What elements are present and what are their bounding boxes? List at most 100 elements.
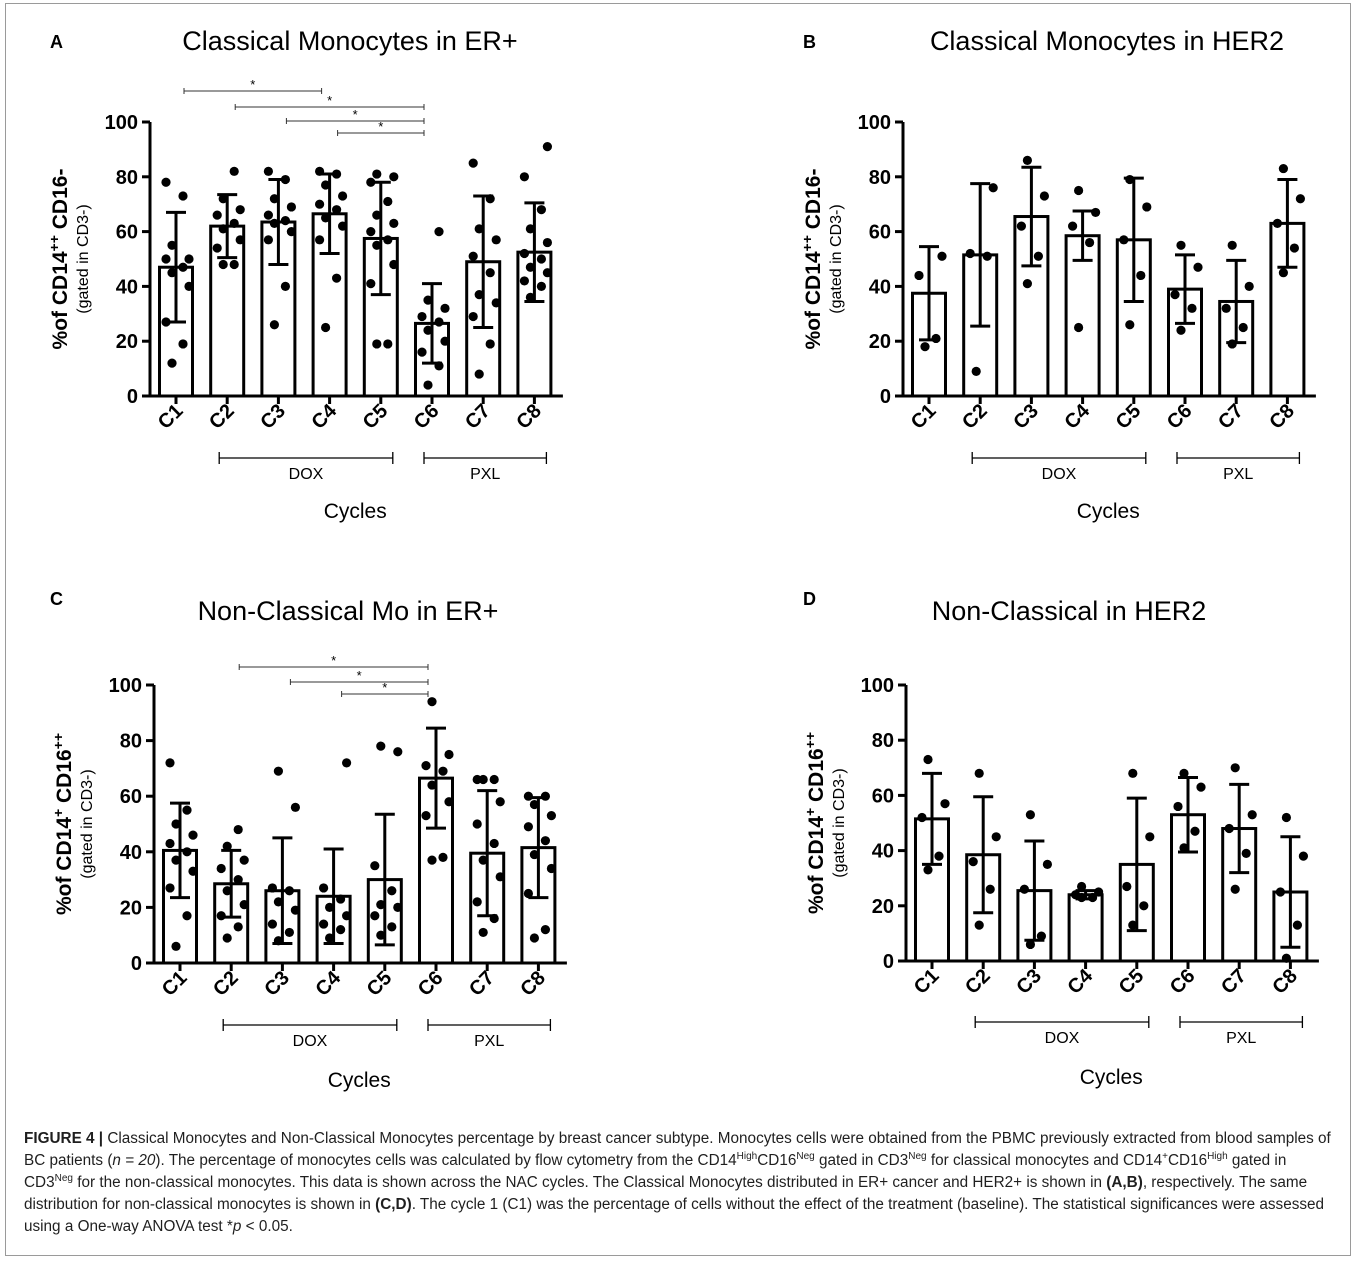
- data-point: [542, 237, 553, 248]
- data-point: [332, 205, 342, 215]
- data-point: [1088, 892, 1098, 903]
- data-point: [321, 213, 331, 223]
- data-point: [267, 919, 277, 929]
- data-point: [1281, 953, 1291, 963]
- x-tick-label: C1: [907, 400, 941, 434]
- data-point: [920, 342, 930, 352]
- y-axis-label-sup: +: [50, 809, 66, 817]
- significance-star: *: [250, 77, 255, 92]
- data-point: [167, 268, 177, 278]
- data-point: [540, 925, 551, 935]
- data-point: [1227, 240, 1237, 250]
- y-axis-label-text: %of CD14: [53, 817, 76, 915]
- x-tick-label: C1: [910, 965, 944, 999]
- data-point: [1187, 303, 1197, 313]
- data-point: [372, 169, 382, 179]
- x-tick-label: C3: [256, 400, 290, 434]
- data-point: [485, 194, 495, 204]
- y-tick-label: 100: [858, 112, 891, 134]
- y-tick-label: 0: [880, 386, 891, 408]
- data-point: [1074, 322, 1084, 333]
- data-point: [284, 886, 294, 896]
- data-point: [427, 780, 437, 790]
- caption-text: CD16: [1167, 1152, 1208, 1169]
- data-point: [971, 366, 981, 376]
- data-point: [290, 802, 300, 812]
- data-point: [315, 235, 325, 245]
- data-point: [212, 243, 222, 253]
- data-point: [1142, 202, 1152, 212]
- data-point: [336, 925, 346, 935]
- data-point: [269, 320, 279, 330]
- data-point: [434, 361, 444, 371]
- data-point: [444, 797, 454, 807]
- caption-text: for the non-classical monocytes. This da…: [72, 1174, 1107, 1191]
- data-point: [1278, 163, 1288, 174]
- data-point: [546, 863, 557, 874]
- y-tick-label: 20: [872, 896, 894, 918]
- data-point: [315, 199, 325, 209]
- caption-text: gated in CD3: [24, 1152, 1287, 1191]
- data-point: [1025, 810, 1035, 820]
- data-point: [393, 902, 403, 912]
- significance-star: *: [331, 653, 336, 668]
- data-point: [1016, 221, 1026, 231]
- data-point: [478, 927, 488, 938]
- data-point: [529, 933, 540, 943]
- caption-text: gated in CD3: [814, 1152, 909, 1169]
- data-point: [171, 941, 181, 951]
- chart-title: Classical Monocytes in ER+: [182, 26, 517, 56]
- data-point: [519, 172, 530, 182]
- data-point: [1094, 887, 1104, 897]
- data-point: [1221, 303, 1231, 313]
- data-point: [184, 281, 194, 291]
- group-label: PXL: [474, 1033, 504, 1050]
- data-point: [1176, 240, 1186, 250]
- data-point: [1025, 939, 1035, 950]
- data-point: [974, 768, 984, 778]
- data-point: [376, 741, 386, 751]
- x-tick-label: C4: [307, 399, 341, 433]
- data-point: [525, 224, 536, 234]
- data-point: [1281, 812, 1291, 823]
- data-point: [1039, 191, 1049, 201]
- data-point: [280, 174, 290, 185]
- data-point: [239, 855, 249, 865]
- group-label: DOX: [1042, 466, 1077, 483]
- data-point: [1022, 155, 1032, 165]
- data-point: [383, 339, 393, 349]
- y-axis-label-sup: ++: [799, 235, 815, 251]
- data-point: [991, 832, 1001, 842]
- chart-title: Classical Monocytes in HER2: [930, 26, 1284, 56]
- data-point: [1019, 884, 1029, 894]
- caption-label: FIGURE 4 |: [24, 1130, 104, 1147]
- y-tick-label: 100: [109, 675, 142, 697]
- y-tick-label: 0: [127, 386, 138, 408]
- data-point: [184, 254, 194, 264]
- data-point: [235, 205, 245, 215]
- group-label: PXL: [470, 466, 500, 483]
- data-point: [536, 281, 547, 291]
- data-point: [1176, 325, 1186, 335]
- x-tick-label: C4: [1060, 399, 1094, 433]
- data-point: [1292, 920, 1302, 930]
- data-point: [438, 766, 448, 776]
- data-point: [974, 920, 984, 930]
- data-point: [222, 933, 232, 943]
- data-point: [1145, 832, 1155, 842]
- x-tick-label: C2: [961, 965, 995, 999]
- data-point: [1196, 782, 1206, 792]
- data-point: [235, 235, 245, 245]
- data-point: [393, 747, 403, 757]
- data-point: [495, 872, 505, 882]
- data-point: [434, 227, 444, 237]
- y-tick-label: 60: [120, 786, 142, 808]
- x-tick-label: C8: [1265, 400, 1299, 434]
- x-tick-label: C3: [260, 967, 294, 1001]
- data-point: [1022, 279, 1032, 289]
- caption-text: < 0.05.: [241, 1218, 293, 1235]
- x-tick-label: C6: [1163, 400, 1197, 434]
- data-point: [523, 888, 534, 899]
- y-tick-label: 100: [105, 112, 138, 134]
